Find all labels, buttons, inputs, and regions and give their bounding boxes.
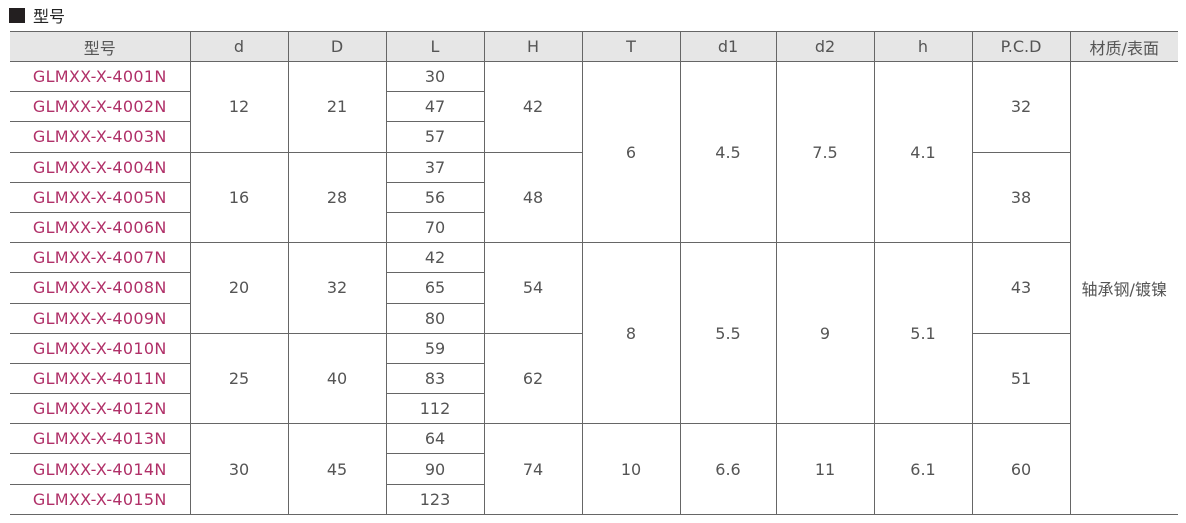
- column-header: L: [385, 31, 485, 62]
- table-row: GLMXX-X-4002N 47: [10, 91, 1178, 123]
- column-header: D: [287, 31, 387, 62]
- table-row: GLMXX-X-4011N 83: [10, 362, 1178, 395]
- cell-d2: 11: [775, 423, 875, 515]
- cell-H: 48: [483, 151, 583, 244]
- model-number: GLMXX-X-4003N: [10, 121, 191, 153]
- table-row: GLMXX-X-4005N 56: [10, 181, 1178, 213]
- cell-L: 123: [385, 483, 484, 515]
- table-row: GLMXX-X-4015N 123: [10, 483, 1178, 515]
- column-header: d1: [679, 31, 777, 62]
- model-number: GLMXX-X-4012N: [10, 393, 191, 425]
- column-header: H: [483, 31, 583, 62]
- cell-D: 21: [287, 61, 387, 153]
- square-bullet-icon: [9, 7, 25, 23]
- cell-D: 28: [287, 151, 387, 244]
- cell-L: 83: [385, 362, 484, 395]
- cell-pcd: 51: [971, 332, 1070, 425]
- cell-d: 12: [189, 61, 289, 153]
- table-row: GLMXX-X-4007N 20 32 42 54 8 5.5 9 5.1 43: [10, 242, 1178, 425]
- table-row: GLMXX-X-4010N 25 40 59 62 51: [10, 332, 1178, 425]
- cell-H: 62: [483, 332, 583, 425]
- model-number: GLMXX-X-4014N: [10, 453, 191, 485]
- cell-T: 6: [581, 60, 681, 244]
- cell-d2: 7.5: [775, 60, 875, 244]
- column-header: h: [873, 31, 973, 62]
- column-header: d: [189, 31, 289, 62]
- section-header: 型号: [9, 5, 66, 26]
- cell-pcd: 60: [971, 423, 1070, 515]
- cell-pcd: 38: [971, 151, 1070, 244]
- model-number: GLMXX-X-4010N: [10, 332, 191, 364]
- table-row: GLMXX-X-4004N 16 28 37 48 38: [10, 151, 1178, 244]
- cell-T: 8: [581, 242, 681, 425]
- column-header: 材质/表面: [1069, 31, 1178, 62]
- cell-L: 37: [385, 151, 485, 183]
- table-row: GLMXX-X-4014N 90: [10, 453, 1178, 485]
- cell-L: 47: [385, 91, 484, 123]
- model-number: GLMXX-X-4001N: [10, 60, 191, 93]
- model-number: GLMXX-X-4005N: [10, 181, 191, 213]
- cell-H: 74: [483, 423, 583, 515]
- cell-d: 16: [189, 151, 289, 244]
- cell-H: 54: [483, 242, 583, 334]
- cell-d1: 6.6: [679, 423, 777, 515]
- table-row: GLMXX-X-4009N 80: [10, 302, 1178, 334]
- table-body: GLMXX-X-4001N 12 21 30 42 6 4.5 7.5 4.1 32 轴承钢/镀镍 G…: [10, 60, 1178, 515]
- cell-L: 57: [385, 121, 484, 153]
- cell-h: 4.1: [873, 60, 973, 244]
- cell-pcd: 32: [971, 61, 1071, 153]
- model-number: GLMXX-X-4008N: [10, 272, 191, 304]
- column-header: P.C.D: [971, 31, 1071, 62]
- cell-material: 轴承钢/镀镍: [1069, 61, 1178, 515]
- cell-L: 90: [385, 453, 484, 485]
- cell-L: 42: [385, 242, 485, 274]
- model-number: GLMXX-X-4002N: [10, 91, 191, 123]
- cell-h: 5.1: [873, 242, 973, 425]
- cell-d: 20: [189, 242, 289, 334]
- model-number: GLMXX-X-4015N: [10, 483, 191, 515]
- cell-D: 45: [287, 423, 387, 515]
- column-header: d2: [775, 31, 875, 62]
- model-number: GLMXX-X-4004N: [10, 151, 191, 183]
- cell-D: 32: [287, 242, 387, 334]
- cell-L: 64: [385, 423, 485, 455]
- model-number: GLMXX-X-4009N: [10, 302, 191, 334]
- table-row: GLMXX-X-4008N 65: [10, 272, 1178, 304]
- cell-L: 70: [385, 211, 484, 244]
- column-header: 型号: [10, 31, 191, 62]
- cell-L: 112: [385, 393, 484, 425]
- model-number: GLMXX-X-4007N: [10, 242, 191, 274]
- model-number: GLMXX-X-4006N: [10, 211, 191, 244]
- cell-d1: 4.5: [679, 60, 777, 244]
- cell-d1: 5.5: [679, 242, 777, 425]
- cell-T: 10: [581, 423, 681, 515]
- cell-L: 65: [385, 272, 484, 304]
- cell-h: 6.1: [873, 423, 973, 515]
- cell-d2: 9: [775, 242, 875, 425]
- cell-L: 59: [385, 332, 485, 364]
- model-number: GLMXX-X-4011N: [10, 362, 191, 395]
- cell-L: 30: [385, 60, 485, 93]
- section-title: 型号: [33, 7, 66, 26]
- cell-D: 40: [287, 332, 387, 425]
- cell-pcd: 43: [971, 242, 1070, 334]
- table-row: GLMXX-X-4013N 30 45 64 74 10 6.6 11 6.1 60: [10, 423, 1178, 515]
- cell-H: 42: [483, 61, 583, 153]
- cell-d: 30: [189, 423, 289, 515]
- cell-d: 25: [189, 332, 289, 425]
- column-header: T: [581, 31, 681, 62]
- table-row: GLMXX-X-4012N 112: [10, 393, 1178, 425]
- table-row: GLMXX-X-4001N 12 21 30 42 6 4.5 7.5 4.1 32 轴承钢/镀镍: [10, 60, 1178, 515]
- cell-L: 56: [385, 181, 484, 213]
- cell-L: 80: [385, 302, 484, 334]
- model-number: GLMXX-X-4013N: [10, 423, 191, 455]
